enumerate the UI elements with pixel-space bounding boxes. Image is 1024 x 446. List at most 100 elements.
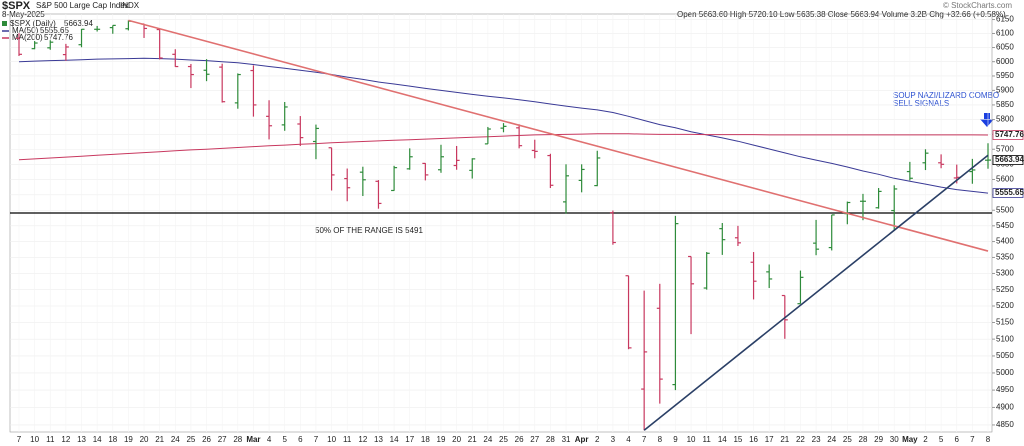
exchange: INDX — [120, 1, 140, 10]
y-tick-label: 4900 — [996, 403, 1014, 412]
y-tick-label: 5200 — [996, 301, 1014, 310]
x-tick-label: Apr — [575, 435, 589, 444]
x-tick-label: 11 — [46, 435, 55, 444]
y-tick-label: 5900 — [996, 85, 1014, 94]
value-tag-label: 5663.94 — [995, 155, 1024, 164]
x-tick-label: 4 — [626, 435, 631, 444]
x-tick-label: 19 — [124, 435, 133, 444]
x-tick-label: 29 — [874, 435, 883, 444]
x-tick-label: 3 — [611, 435, 616, 444]
y-tick-label: 4950 — [996, 385, 1014, 394]
y-tick-label: 5600 — [996, 175, 1014, 184]
x-tick-label: 10 — [687, 435, 696, 444]
x-tick-label: 27 — [218, 435, 227, 444]
annotation: SOUP NAZI/LIZARD COMBO — [893, 91, 999, 100]
moving-average — [18, 133, 989, 161]
trendline — [643, 154, 989, 431]
x-tick-label: 14 — [718, 435, 727, 444]
watermark: © StockCharts.com — [943, 1, 1012, 10]
x-tick-label: 16 — [749, 435, 758, 444]
x-tick-label: 21 — [155, 435, 164, 444]
y-tick-label: 5700 — [996, 144, 1014, 153]
x-tick-label: 25 — [499, 435, 508, 444]
legend-label: $SPX (Daily) — [10, 19, 56, 28]
x-tick-label: 26 — [515, 435, 524, 444]
x-tick-label: 24 — [483, 435, 492, 444]
x-tick-label: 11 — [703, 435, 712, 444]
x-tick-label: 7 — [17, 435, 22, 444]
x-tick-label: 30 — [890, 435, 899, 444]
x-tick-label: 24 — [827, 435, 836, 444]
x-tick-label: 28 — [859, 435, 868, 444]
x-tick-label: 25 — [843, 435, 852, 444]
x-tick-label: 22 — [796, 435, 805, 444]
x-tick-label: 4 — [267, 435, 272, 444]
value-tag-label: 5747.76 — [995, 130, 1024, 139]
x-tick-label: 8 — [658, 435, 663, 444]
annotation: 50% OF THE RANGE IS 5491 — [315, 226, 423, 235]
y-tick-label: 5300 — [996, 269, 1014, 278]
quote: Open 5663.60 High 5720.10 Low 5635.38 Cl… — [677, 10, 1006, 19]
index-name: S&P 500 Large Cap Index — [36, 1, 129, 10]
legend-value: 5747.76 — [44, 33, 73, 42]
x-tick-label: 8 — [986, 435, 991, 444]
x-tick-label: 31 — [562, 435, 571, 444]
y-tick-label: 5500 — [996, 205, 1014, 214]
x-tick-label: 7 — [314, 435, 319, 444]
x-tick-label: 7 — [642, 435, 647, 444]
value-tag-label: 5555.65 — [995, 188, 1024, 197]
y-tick-label: 4850 — [996, 420, 1014, 429]
x-tick-label: 12 — [61, 435, 70, 444]
x-tick-label: 21 — [780, 435, 789, 444]
y-tick-label: 5000 — [996, 368, 1014, 377]
y-tick-label: 6100 — [996, 29, 1014, 38]
x-tick-label: 15 — [733, 435, 742, 444]
x-tick-label: 5 — [282, 435, 287, 444]
symbol: $SPX — [2, 0, 31, 12]
value-tag — [992, 155, 1024, 165]
legend-label: MA(200) — [12, 33, 43, 42]
y-tick-label: 5800 — [996, 115, 1014, 124]
y-tick-label: 5350 — [996, 253, 1014, 262]
x-tick-label: 26 — [202, 435, 211, 444]
x-tick-label: 28 — [546, 435, 555, 444]
x-tick-label: 2 — [595, 435, 600, 444]
x-tick-label: 2 — [923, 435, 928, 444]
x-tick-label: 5 — [939, 435, 944, 444]
x-tick-label: 21 — [468, 435, 477, 444]
x-tick-label: 9 — [673, 435, 678, 444]
x-tick-label: 20 — [140, 435, 149, 444]
y-tick-label: 5950 — [996, 71, 1014, 80]
y-tick-label: 6000 — [996, 57, 1014, 66]
x-tick-label: 20 — [452, 435, 461, 444]
x-tick-label: 27 — [530, 435, 539, 444]
x-tick-label: 18 — [108, 435, 117, 444]
x-tick-label: 6 — [955, 435, 960, 444]
x-tick-label: 12 — [358, 435, 367, 444]
x-tick-label: 17 — [765, 435, 774, 444]
x-tick-label: 23 — [812, 435, 821, 444]
y-tick-label: 5150 — [996, 318, 1014, 327]
x-tick-label: 28 — [233, 435, 242, 444]
legend-swatch — [2, 21, 7, 26]
plot-frame — [9, 13, 993, 433]
x-tick-label: 13 — [77, 435, 86, 444]
x-tick-label: 7 — [970, 435, 975, 444]
x-tick-label: Mar — [246, 435, 260, 444]
x-tick-label: 11 — [343, 435, 352, 444]
x-tick-label: 18 — [421, 435, 430, 444]
x-tick-label: 19 — [437, 435, 446, 444]
legend-value: 5663.94 — [64, 19, 93, 28]
y-tick-label: 5050 — [996, 351, 1014, 360]
legend-label: MA(50) — [12, 26, 39, 35]
x-tick-label: 13 — [374, 435, 383, 444]
moving-average — [18, 57, 989, 194]
legend-value: 5555.65 — [40, 26, 69, 35]
annotation: SELL SIGNALS — [893, 99, 949, 108]
x-tick-label: 6 — [298, 435, 303, 444]
x-tick-label: 14 — [390, 435, 399, 444]
y-tick-label: 5100 — [996, 334, 1014, 343]
y-tick-label: 6050 — [996, 43, 1014, 52]
